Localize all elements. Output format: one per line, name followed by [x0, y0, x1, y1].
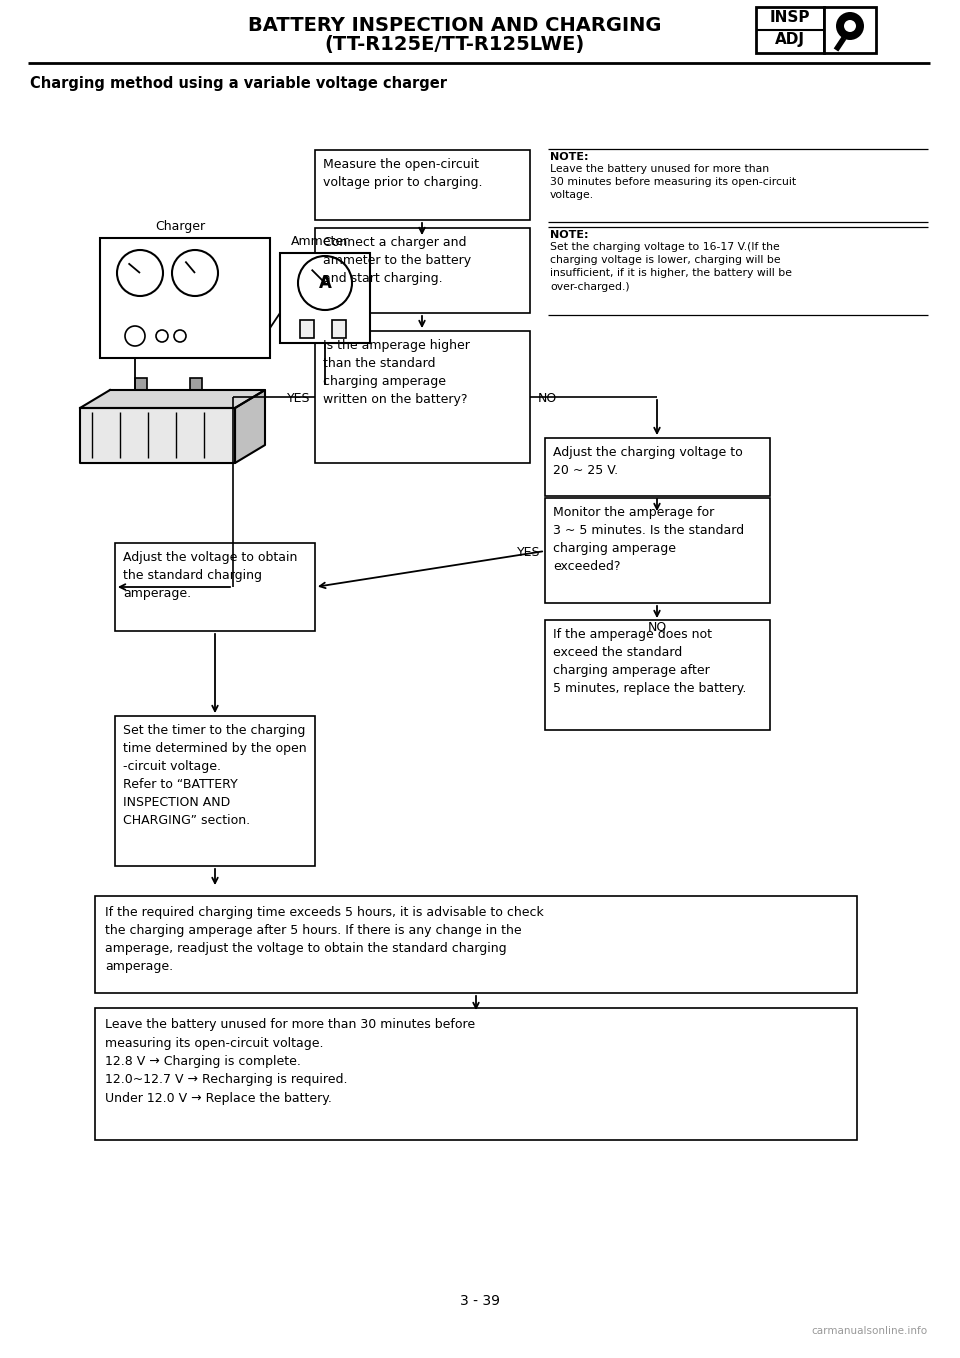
Bar: [95, 896, 857, 993]
Text: YES: YES: [516, 546, 540, 559]
Polygon shape: [80, 407, 235, 463]
Text: Charging method using a variable voltage charger: Charging method using a variable voltage…: [30, 76, 447, 91]
Circle shape: [172, 250, 218, 296]
Text: Monitor the amperage for
3 ~ 5 minutes. Is the standard
charging amperage
exceed: Monitor the amperage for 3 ~ 5 minutes. …: [553, 507, 744, 573]
Circle shape: [117, 250, 163, 296]
Bar: [135, 378, 147, 390]
Circle shape: [836, 12, 864, 39]
Bar: [115, 716, 315, 866]
Bar: [95, 1008, 857, 1139]
Bar: [315, 331, 530, 463]
Text: YES: YES: [286, 392, 310, 405]
Text: Set the timer to the charging
time determined by the open
-circuit voltage.
Refe: Set the timer to the charging time deter…: [123, 724, 306, 827]
Text: INSP: INSP: [770, 10, 810, 24]
Text: NOTE:: NOTE:: [550, 152, 588, 162]
Polygon shape: [235, 390, 265, 463]
Text: Set the charging voltage to 16-17 V.(If the
charging voltage is lower, charging : Set the charging voltage to 16-17 V.(If …: [550, 242, 792, 292]
Text: 3 - 39: 3 - 39: [460, 1294, 500, 1308]
Text: ADJ: ADJ: [775, 33, 805, 48]
Bar: [332, 320, 346, 338]
Bar: [300, 320, 314, 338]
Bar: [100, 238, 270, 359]
Text: Ammeter: Ammeter: [291, 235, 349, 249]
Bar: [545, 498, 770, 603]
Text: Adjust the charging voltage to
20 ~ 25 V.: Adjust the charging voltage to 20 ~ 25 V…: [553, 445, 743, 477]
Text: Leave the battery unused for more than 30 minutes before
measuring its open-circ: Leave the battery unused for more than 3…: [105, 1018, 475, 1105]
Text: BATTERY INSPECTION AND CHARGING: BATTERY INSPECTION AND CHARGING: [249, 16, 661, 35]
Text: A: A: [319, 274, 331, 292]
Text: NOTE:: NOTE:: [550, 230, 588, 240]
Bar: [315, 228, 530, 312]
Bar: [756, 7, 824, 53]
Text: NO: NO: [538, 392, 557, 405]
Text: Adjust the voltage to obtain
the standard charging
amperage.: Adjust the voltage to obtain the standar…: [123, 551, 298, 600]
Bar: [545, 439, 770, 496]
Text: Is the amperage higher
than the standard
charging amperage
written on the batter: Is the amperage higher than the standard…: [323, 340, 469, 406]
Circle shape: [844, 20, 856, 33]
Text: NO: NO: [647, 621, 666, 634]
Text: Leave the battery unused for more than
30 minutes before measuring its open-circ: Leave the battery unused for more than 3…: [550, 164, 796, 201]
Bar: [315, 149, 530, 220]
Text: If the amperage does not
exceed the standard
charging amperage after
5 minutes, : If the amperage does not exceed the stan…: [553, 627, 746, 695]
Text: Measure the open-circuit
voltage prior to charging.: Measure the open-circuit voltage prior t…: [323, 158, 483, 189]
Bar: [280, 253, 370, 344]
Text: Connect a charger and
ammeter to the battery
and start charging.: Connect a charger and ammeter to the bat…: [323, 236, 471, 285]
Bar: [824, 7, 876, 53]
Bar: [545, 621, 770, 731]
Text: carmanualsonline.info: carmanualsonline.info: [812, 1325, 928, 1336]
Circle shape: [298, 257, 352, 310]
Bar: [190, 378, 202, 390]
Text: (TT-R125E/TT-R125LWE): (TT-R125E/TT-R125LWE): [324, 35, 586, 54]
Polygon shape: [80, 390, 265, 407]
Bar: [115, 543, 315, 631]
Text: Charger: Charger: [155, 220, 205, 234]
Text: If the required charging time exceeds 5 hours, it is advisable to check
the char: If the required charging time exceeds 5 …: [105, 906, 543, 972]
